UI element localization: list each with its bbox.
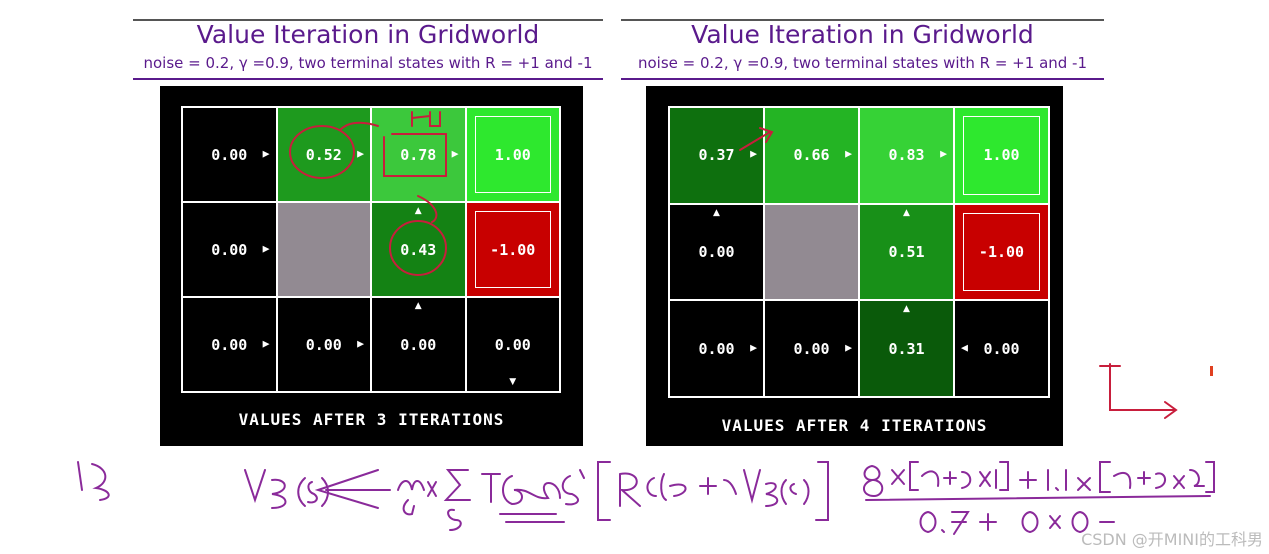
policy-arrow-up-icon: ▲: [414, 301, 422, 311]
gridworld-grid: 0.37 ▶ 0.66 ▶ 0.83 ▶ 1.00 0.00 ▲ 0.51 ▲ -1.00 0.00 ▶ 0…: [668, 106, 1050, 398]
state-value: 0.31: [888, 339, 925, 358]
header-rule-bottom: [133, 78, 603, 80]
panel-title: Value Iteration in Gridworld: [691, 20, 1034, 49]
state-cell: 0.00 ▶: [276, 297, 371, 392]
state-value: 0.00: [494, 335, 531, 354]
policy-arrow-right-icon: ▶: [750, 343, 757, 354]
state-cell: 0.00 ▶: [182, 202, 277, 297]
policy-arrow-right-icon: ▶: [451, 149, 459, 159]
terminal-border: [963, 212, 1040, 292]
state-cell: 0.00 ◀: [954, 300, 1049, 397]
gridworld-screen: 0.00 ▶ 0.52 ▶ 0.78 ▶ 1.00 0.00 ▶ 0.43 ▲ -1.00 0.00 ▶ 0…: [160, 86, 583, 446]
state-cell: 0.31 ▲: [859, 300, 954, 397]
state-value: 0.37: [698, 146, 735, 165]
terminal-border: [474, 211, 551, 288]
state-value: -1.00: [490, 240, 536, 259]
state-cell: 0.83 ▶: [859, 107, 954, 204]
state-cell: 0.37 ▶: [669, 107, 764, 204]
wall-cell: [764, 203, 859, 301]
state-value: 0.43: [400, 240, 437, 259]
policy-arrow-right-icon: ▶: [750, 149, 757, 160]
policy-arrow-right-icon: ▶: [357, 149, 364, 159]
grid-caption: VALUES AFTER 3 ITERATIONS: [238, 410, 505, 429]
state-cell: 0.00 ▶: [764, 300, 859, 397]
gridworld-screen: 0.37 ▶ 0.66 ▶ 0.83 ▶ 1.00 0.00 ▲ 0.51 ▲ -1.00 0.00 ▶ 0…: [646, 86, 1063, 446]
state-cell: 0.00 ▲: [371, 297, 466, 392]
panel-subtitle: noise = 0.2, γ =0.9, two terminal states…: [637, 54, 1088, 72]
state-value: 0.66: [793, 146, 830, 165]
panel-subtitle: noise = 0.2, γ =0.9, two terminal states…: [143, 54, 593, 72]
state-value: 0.78: [400, 145, 437, 164]
header-rule-top: [621, 19, 1104, 21]
state-cell: 0.00 ▶: [182, 297, 277, 392]
policy-arrow-up-icon: ▲: [713, 207, 720, 218]
policy-arrow-right-icon: ▶: [845, 149, 852, 160]
edge-marker: [1210, 366, 1213, 376]
state-value: 0.51: [888, 242, 925, 261]
policy-arrow-right-icon: ▶: [845, 343, 852, 354]
terminal-cell: -1.00: [465, 202, 560, 297]
policy-arrow-right-icon: ▶: [940, 149, 947, 160]
policy-arrow-up-icon: ▲: [903, 207, 910, 218]
terminal-border: [963, 116, 1040, 195]
policy-arrow-up-icon: ▲: [903, 304, 910, 315]
state-value: 0.52: [305, 145, 342, 164]
policy-arrow-right-icon: ▶: [357, 339, 364, 349]
watermark: CSDN @开MINI的工科男: [1081, 530, 1263, 549]
state-cell: 0.00 ▼: [465, 297, 560, 392]
state-cell: 0.78 ▶: [371, 107, 466, 202]
state-value: 0.00: [211, 240, 248, 259]
policy-arrow-right-icon: ▶: [262, 339, 270, 349]
header-rule-top: [133, 19, 603, 21]
terminal-cell: 1.00: [465, 107, 560, 202]
panel-title: Value Iteration in Gridworld: [196, 20, 540, 49]
state-value: 0.00: [400, 335, 437, 354]
state-cell: 0.00 ▶: [669, 300, 764, 397]
state-value: 0.00: [983, 339, 1020, 358]
terminal-border: [474, 116, 551, 193]
terminal-cell: 1.00: [954, 107, 1049, 204]
state-cell: 0.00 ▶: [182, 107, 277, 202]
header-rule-bottom: [621, 78, 1104, 80]
state-cell: 0.66 ▶: [764, 107, 859, 204]
state-value: 1.00: [983, 146, 1020, 165]
policy-arrow-left-icon: ◀: [961, 343, 968, 354]
state-cell: 0.51 ▲: [859, 203, 954, 301]
policy-arrow-up-icon: ▲: [414, 206, 422, 216]
state-value: 0.00: [793, 339, 830, 358]
state-value: 0.00: [698, 339, 735, 358]
wall-cell: [276, 202, 371, 297]
policy-arrow-right-icon: ▶: [262, 149, 270, 159]
terminal-cell: -1.00: [954, 203, 1049, 301]
state-value: 1.00: [494, 145, 531, 164]
state-value: -1.00: [978, 242, 1025, 261]
gridworld-grid: 0.00 ▶ 0.52 ▶ 0.78 ▶ 1.00 0.00 ▶ 0.43 ▲ -1.00 0.00 ▶ 0…: [181, 106, 561, 393]
state-value: 0.00: [211, 145, 248, 164]
state-value: 0.00: [305, 335, 342, 354]
state-value: 0.00: [211, 335, 248, 354]
grid-caption: VALUES AFTER 4 ITERATIONS: [721, 416, 988, 435]
state-value: 0.83: [888, 146, 925, 165]
state-cell: 0.00 ▲: [669, 203, 764, 301]
policy-arrow-right-icon: ▶: [262, 244, 270, 254]
state-value: 0.00: [698, 242, 735, 261]
state-cell: 0.43 ▲: [371, 202, 466, 297]
policy-arrow-down-icon: ▼: [509, 377, 517, 387]
